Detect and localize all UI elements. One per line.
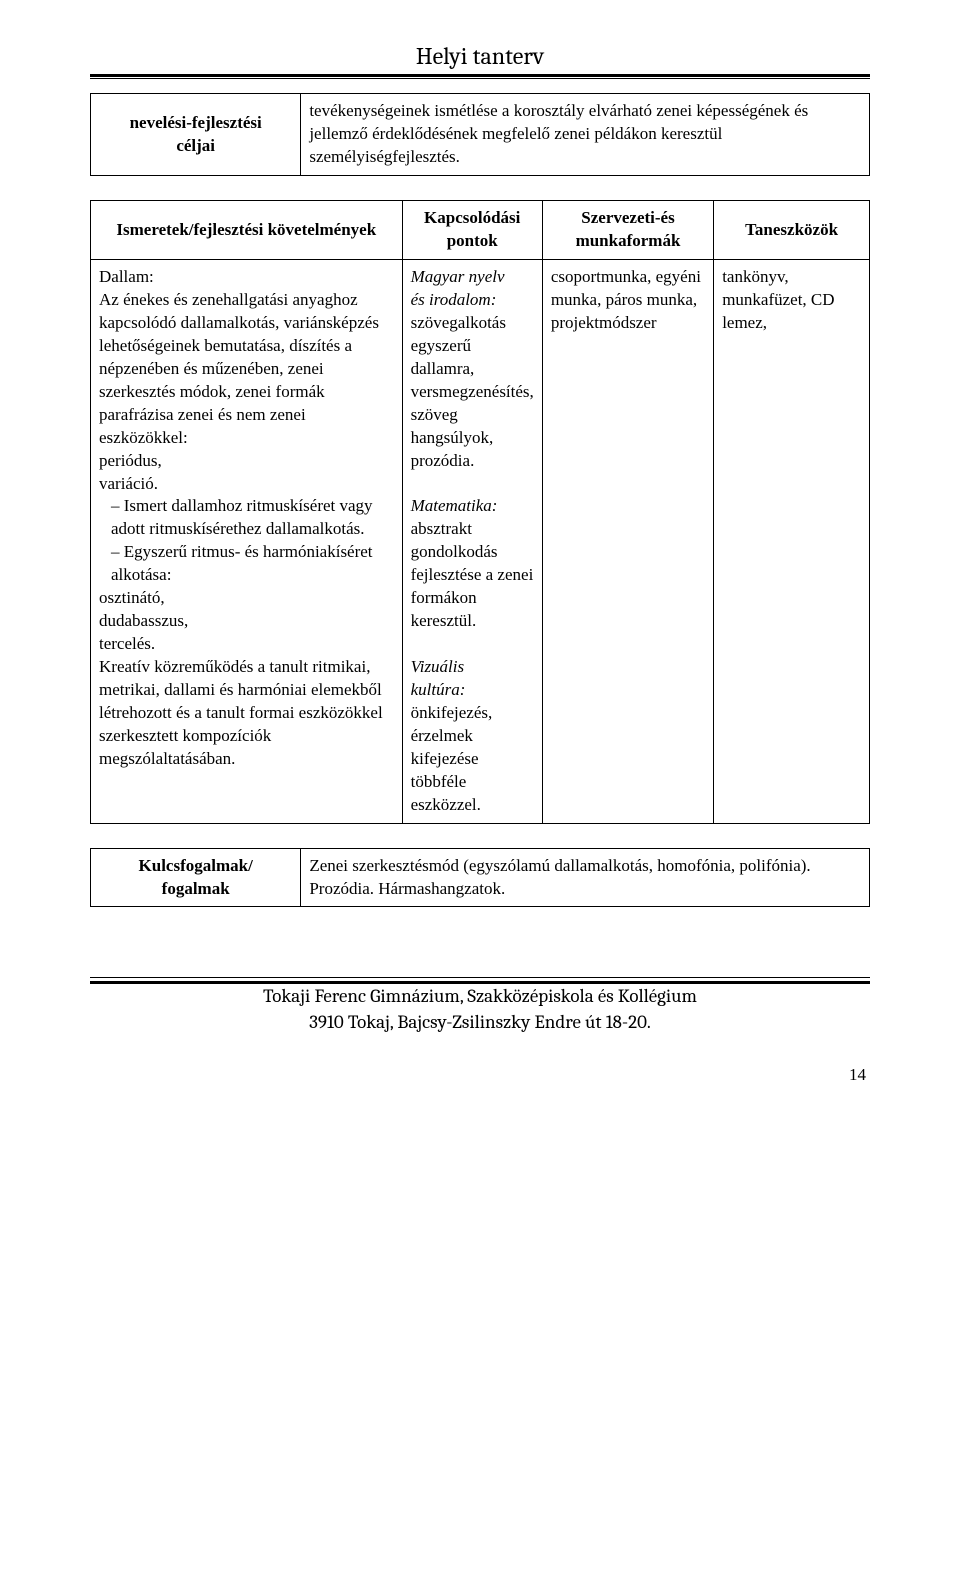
- kc-r2: Prozódia. Hármashangzatok.: [309, 878, 861, 901]
- c2-sec3: Vizuális kultúra: önkifejezés, érzelmek …: [411, 656, 534, 817]
- goals-label-l2: céljai: [99, 135, 292, 158]
- c1-p8: Kreatív közreműködés a tanult ritmikai, …: [99, 656, 394, 771]
- body-col4: tankönyv, munkafüzet, CD lemez,: [714, 260, 870, 824]
- goals-table: nevelési-fejlesztési céljai tevékenysége…: [90, 93, 870, 176]
- body-col2: Magyar nyelv és irodalom: szövegalkotás …: [402, 260, 542, 824]
- title-rule: [90, 74, 870, 79]
- hdr-col3: Szervezeti-és munkaformák: [542, 201, 713, 260]
- c2-s2a: Matematika:: [411, 496, 498, 515]
- hdr-col2: Kapcsolódási pontok: [402, 201, 542, 260]
- footer: Tokaji Ferenc Gimnázium, Szakközépiskola…: [90, 977, 870, 1035]
- hdr-col2-l2: pontok: [411, 230, 534, 253]
- key-concepts-table: Kulcsfogalmak/ fogalmak Zenei szerkeszté…: [90, 848, 870, 908]
- goals-label-l1: nevelési-fejlesztési: [99, 112, 292, 135]
- c2-sec2: Matematika: absztrakt gondolkodás fejles…: [411, 495, 534, 633]
- kc-label-l2: fogalmak: [99, 878, 292, 901]
- kc-text-cell: Zenei szerkesztésmód (egyszólamú dallama…: [301, 848, 870, 907]
- c2-s1c: szövegalkotás egyszerű dallamra, versmeg…: [411, 313, 534, 470]
- hdr-col4: Taneszközök: [714, 201, 870, 260]
- hdr-col1: Ismeretek/fejlesztési követelmények: [91, 201, 403, 260]
- c2-s2b: absztrakt gondolkodás fejlesztése a zene…: [411, 519, 534, 630]
- requirements-table: Ismeretek/fejlesztési követelmények Kapc…: [90, 200, 870, 823]
- body-col3: csoportmunka, egyéni munka, páros munka,…: [542, 260, 713, 824]
- c1-p4: variáció.: [99, 473, 394, 496]
- c1-p1: Dallam:: [99, 266, 394, 289]
- footer-l1: Tokaji Ferenc Gimnázium, Szakközépiskola…: [90, 984, 870, 1010]
- c1-d2: Egyszerű ritmus- és harmóniakíséret alko…: [111, 542, 373, 584]
- kc-label-cell: Kulcsfogalmak/ fogalmak: [91, 848, 301, 907]
- c2-s1b: és irodalom:: [411, 290, 497, 309]
- c1-d1: Ismert dallamhoz ritmuskíséret vagy adot…: [111, 496, 373, 538]
- c1-dash2: Egyszerű ritmus- és harmóniakíséret alko…: [99, 541, 394, 587]
- kc-r1: Zenei szerkesztésmód (egyszólamú dallama…: [309, 855, 861, 878]
- body-col1: Dallam: Az énekes és zenehallgatási anya…: [91, 260, 403, 824]
- c2-sec1: Magyar nyelv és irodalom: szövegalkotás …: [411, 266, 534, 472]
- footer-l2: 3910 Tokaj, Bajcsy-Zsilinszky Endre út 1…: [90, 1010, 870, 1036]
- c2-s1a: Magyar nyelv: [411, 267, 505, 286]
- c1-p3: periódus,: [99, 450, 394, 473]
- c1-p6: dudabasszus,: [99, 610, 394, 633]
- c2-s3c: önkifejezés, érzelmek kifejezése többfél…: [411, 703, 493, 814]
- kc-label-l1: Kulcsfogalmak/: [99, 855, 292, 878]
- hdr-col3-l2: munkaformák: [551, 230, 705, 253]
- page-number: 14: [90, 1064, 870, 1087]
- c1-p7: tercelés.: [99, 633, 394, 656]
- goals-label-cell: nevelési-fejlesztési céljai: [91, 94, 301, 176]
- c1-p2: Az énekes és zenehallgatási anyaghoz kap…: [99, 289, 394, 450]
- c2-s3b: kultúra:: [411, 680, 466, 699]
- hdr-col3-l1: Szervezeti-és: [551, 207, 705, 230]
- goals-text-cell: tevékenységeinek ismétlése a korosztály …: [301, 94, 870, 176]
- c1-dash1: Ismert dallamhoz ritmuskíséret vagy adot…: [99, 495, 394, 541]
- c2-s3a: Vizuális: [411, 657, 465, 676]
- page-title: Helyi tanterv: [90, 40, 870, 72]
- footer-rule-top: [90, 977, 870, 978]
- c1-p5: osztinátó,: [99, 587, 394, 610]
- hdr-col2-l1: Kapcsolódási: [411, 207, 534, 230]
